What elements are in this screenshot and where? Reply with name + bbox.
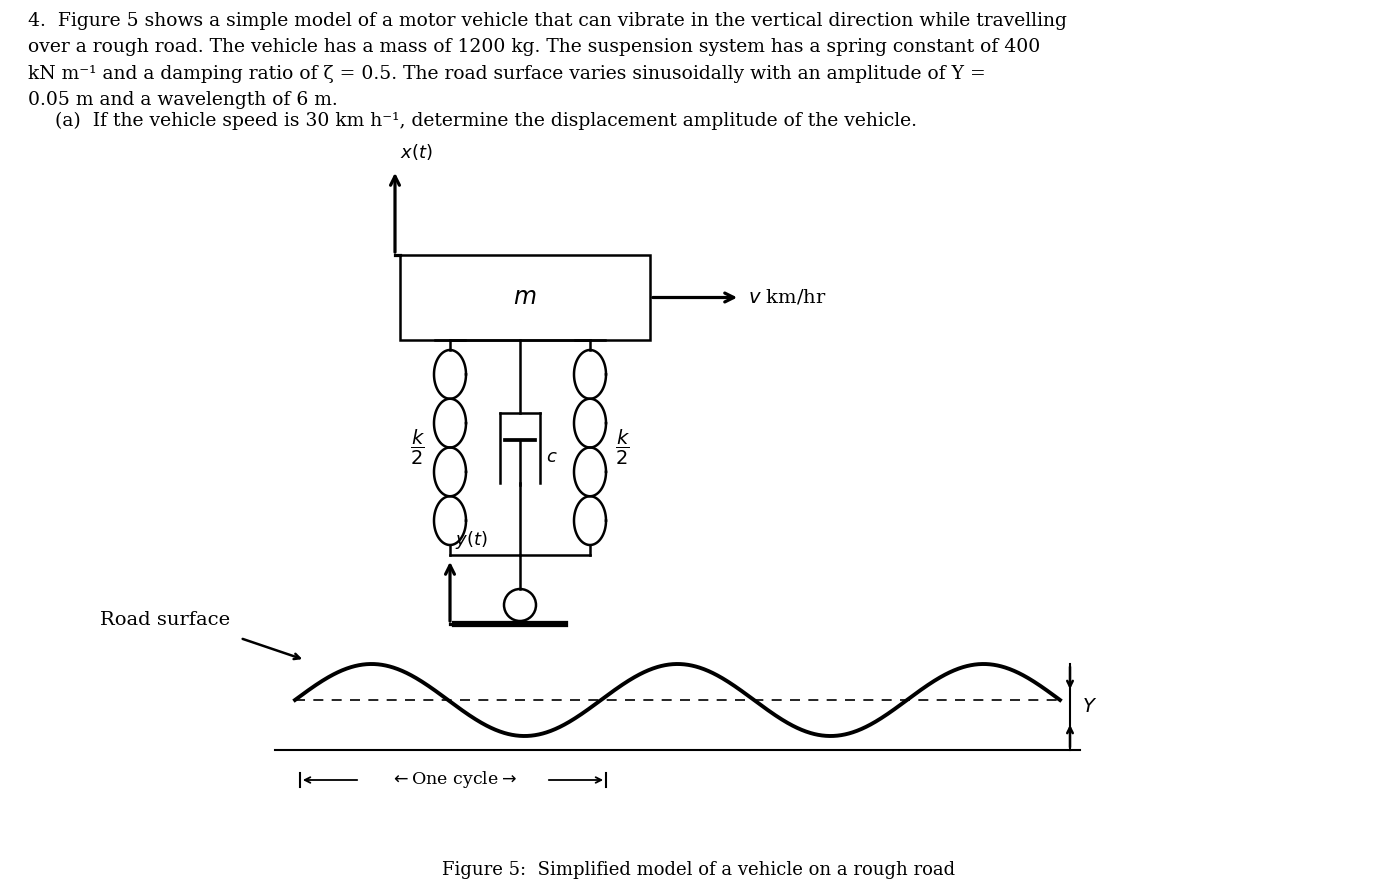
Text: $\dfrac{k}{2}$: $\dfrac{k}{2}$ [410, 428, 425, 467]
Text: $m$: $m$ [513, 286, 537, 309]
Text: $c$: $c$ [547, 448, 558, 466]
Text: $\dfrac{k}{2}$: $\dfrac{k}{2}$ [615, 428, 630, 467]
Text: 4.  Figure 5 shows a simple model of a motor vehicle that can vibrate in the ver: 4. Figure 5 shows a simple model of a mo… [28, 12, 1067, 109]
Text: $Y$: $Y$ [1082, 698, 1097, 716]
Text: Figure 5:  Simplified model of a vehicle on a rough road: Figure 5: Simplified model of a vehicle … [442, 861, 956, 879]
Text: $v$ km/hr: $v$ km/hr [748, 288, 826, 307]
Text: $y(t)$: $y(t)$ [454, 529, 488, 551]
Text: Road surface: Road surface [99, 611, 231, 629]
Text: $x(t)$: $x(t)$ [400, 142, 432, 162]
Text: $\leftarrow$One cycle$\rightarrow$: $\leftarrow$One cycle$\rightarrow$ [390, 770, 516, 790]
Bar [400, 255, 650, 340]
Text: (a)  If the vehicle speed is 30 km h⁻¹, determine the displacement amplitude of : (a) If the vehicle speed is 30 km h⁻¹, d… [55, 112, 917, 130]
